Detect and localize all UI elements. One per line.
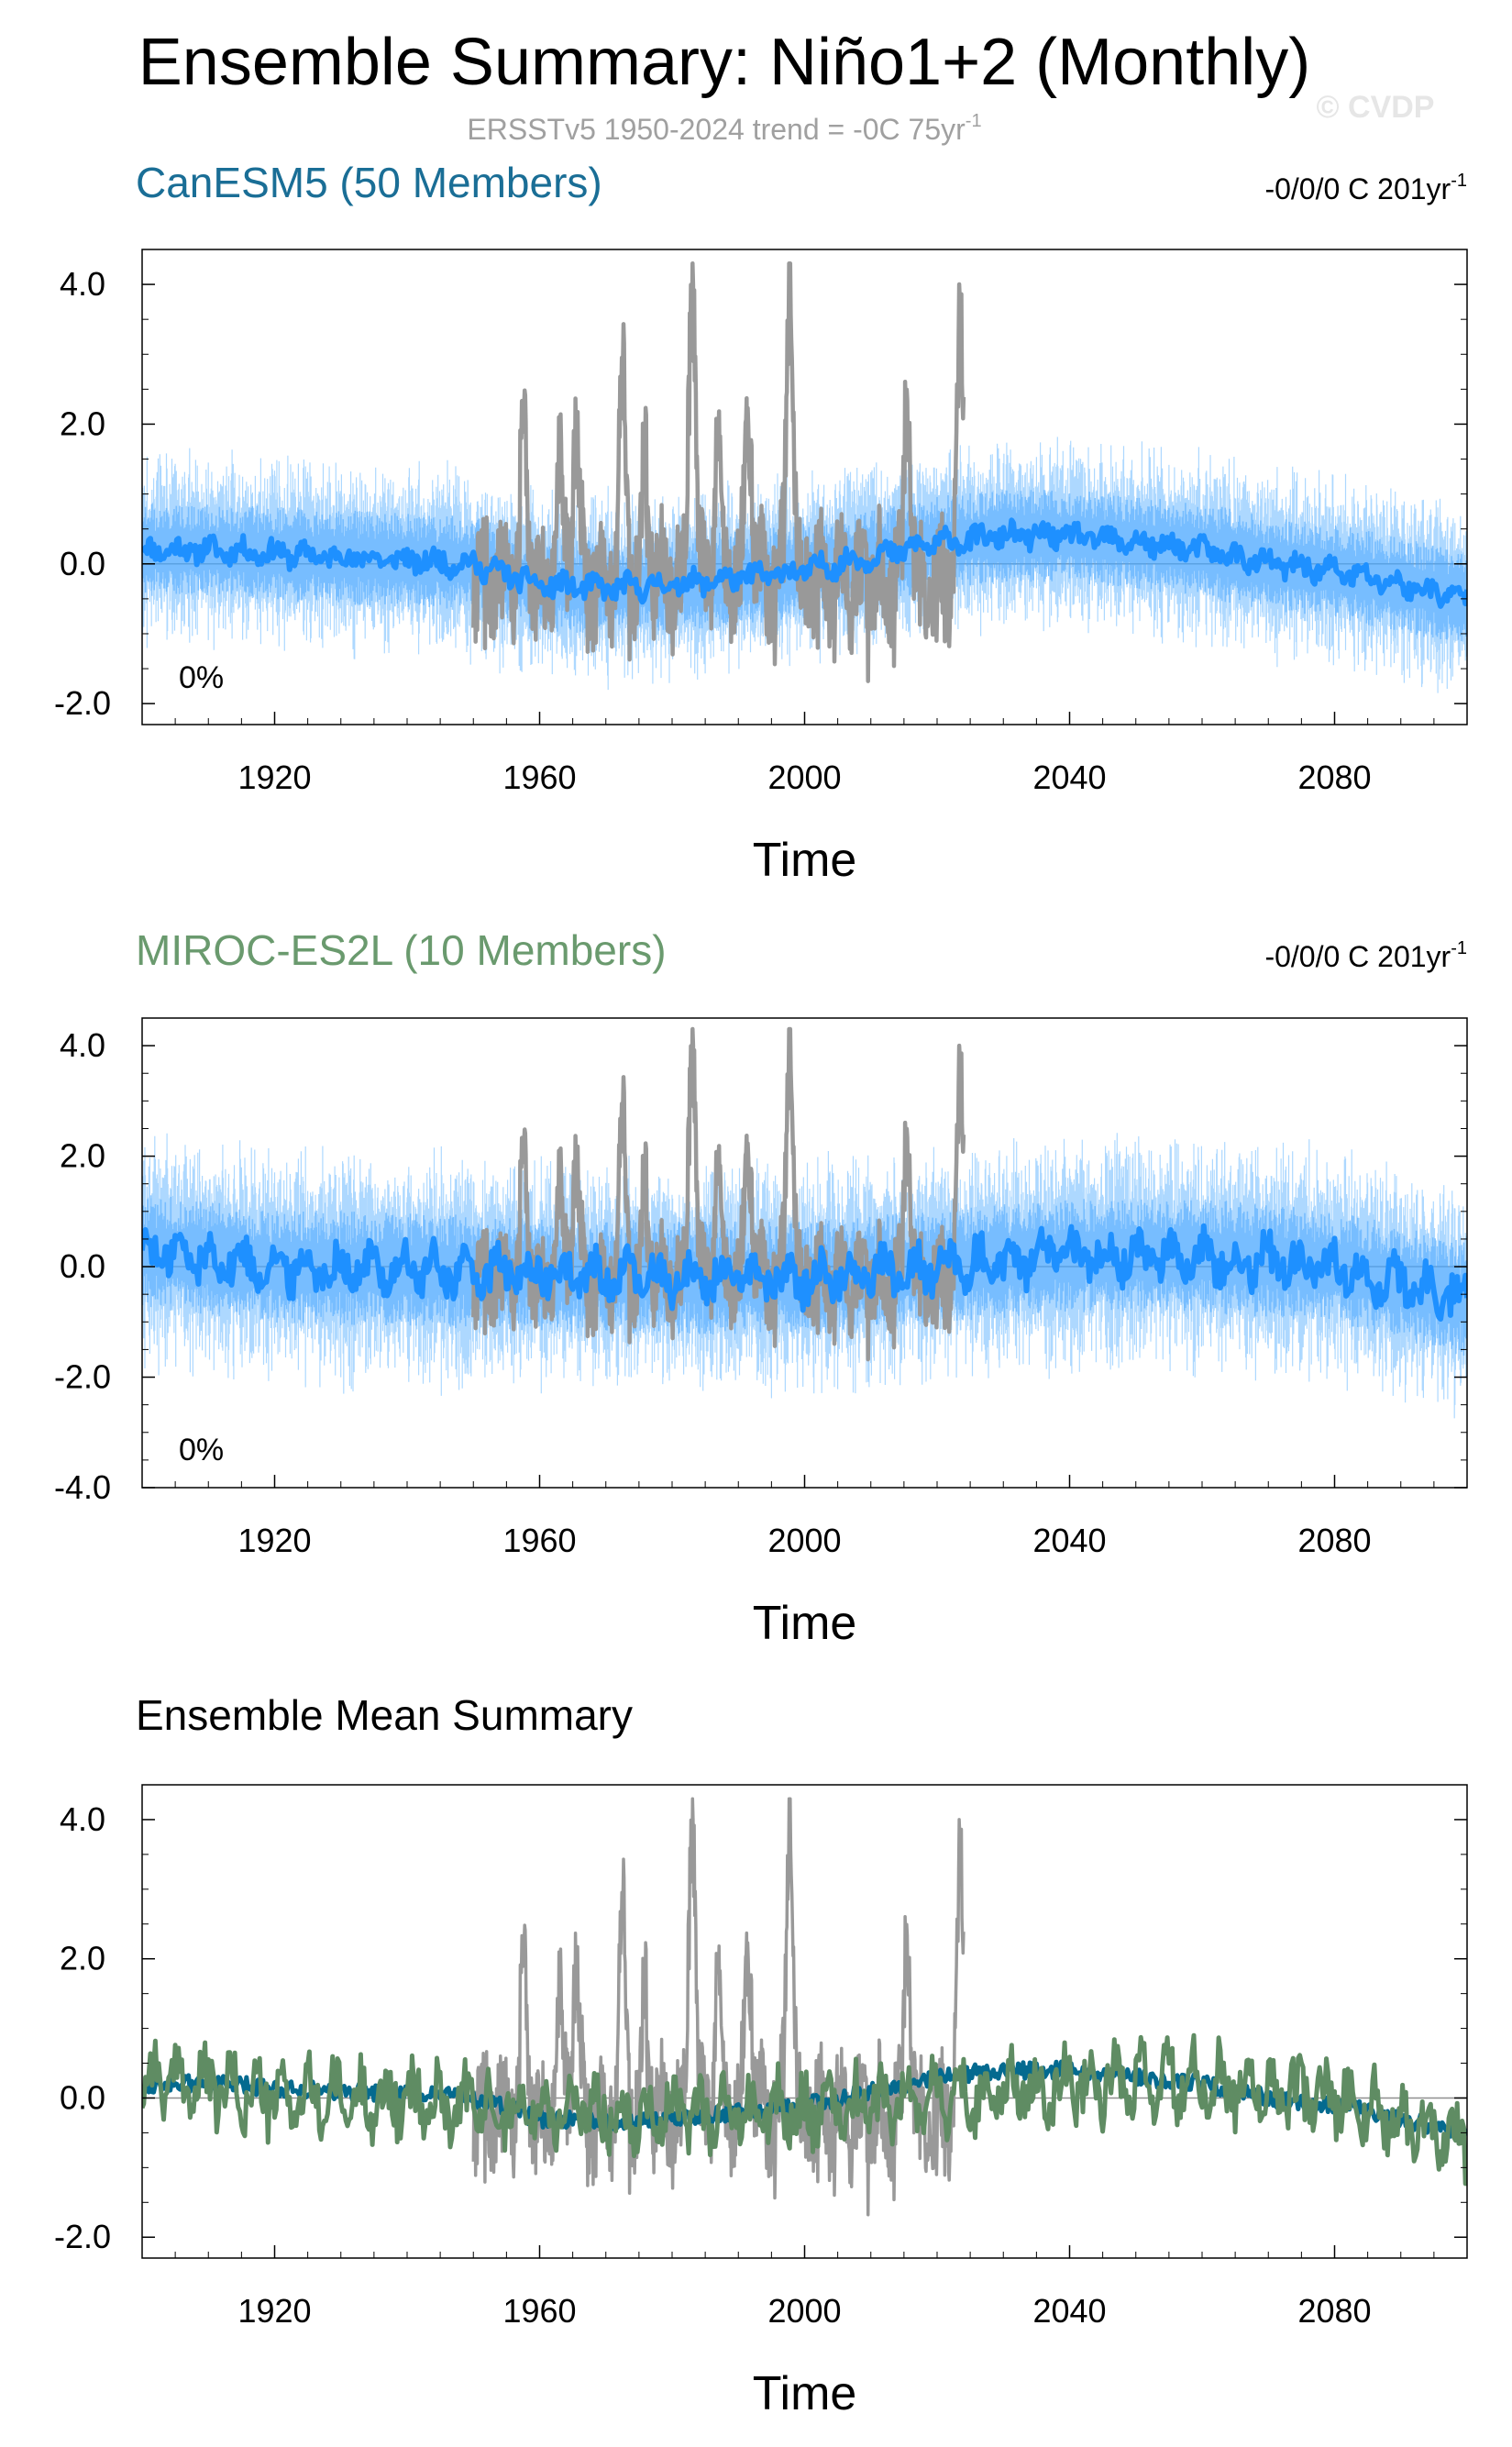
x-tick-label: 1920	[237, 2292, 311, 2330]
x-axis-label: Time	[753, 834, 857, 887]
plot-area	[142, 1026, 1467, 1419]
plot-area	[142, 1797, 1467, 2217]
panel-canesm5: CanESM5 (50 Members) -0/0/0 C 201yr-1 -2.0…	[54, 159, 1468, 887]
panel-title: Ensemble Mean Summary	[136, 1691, 633, 1739]
ensemble-mean-line	[142, 1223, 1467, 1322]
trend-label: -0/0/0 C 201yr-1	[1264, 938, 1467, 973]
trend-superscript: -1	[1451, 171, 1467, 191]
x-tick-label: 1920	[237, 758, 311, 796]
x-tick-label: 2080	[1297, 1522, 1371, 1559]
x-tick-label: 2000	[767, 1522, 841, 1559]
percent-label: 0%	[179, 1433, 224, 1467]
x-tick-label: 2080	[1297, 2292, 1371, 2330]
percent-label: 0%	[179, 660, 224, 695]
y-tick-label: 4.0	[60, 1026, 105, 1064]
x-tick-label: 1960	[502, 1522, 576, 1559]
observed-series-line	[471, 260, 966, 683]
observed-series-line	[471, 1026, 966, 1362]
trend-label: -0/0/0 C 201yr-1	[1264, 171, 1467, 205]
figure-title: Ensemble Summary: Niño1+2 (Monthly)	[138, 26, 1311, 99]
subtitle-superscript: -1	[966, 111, 982, 131]
trend-text: -0/0/0 C 201yr	[1264, 940, 1451, 973]
y-tick-label: -2.0	[54, 2218, 111, 2255]
panel-ensemble-mean-summary: Ensemble Mean Summary -2.0 0.0 2.0 4.0 1920 19…	[54, 1691, 1468, 2420]
x-tick-label: 2040	[1032, 1522, 1106, 1559]
y-tick-label: 2.0	[60, 1137, 105, 1175]
x-tick-label: 1960	[502, 758, 576, 796]
x-tick-label: 2000	[767, 2292, 841, 2330]
plot-area	[142, 260, 1467, 693]
x-axis-label: Time	[753, 2367, 857, 2420]
y-tick-label: 0.0	[60, 1247, 105, 1285]
miroc-es2l-mean-line	[142, 2032, 1467, 2187]
y-tick-label: -2.0	[54, 1358, 111, 1396]
y-tick-label: 2.0	[60, 404, 105, 442]
y-tick-label: 0.0	[60, 2078, 105, 2116]
figure-subtitle: ERSSTv5 1950-2024 trend = -0C 75yr-1	[467, 111, 981, 146]
panel-title: MIROC-ES2L (10 Members)	[136, 926, 667, 974]
x-tick-label: 2000	[767, 758, 841, 796]
y-tick-label: -2.0	[54, 684, 111, 722]
subtitle-text: ERSSTv5 1950-2024 trend = -0C 75yr	[467, 113, 966, 146]
y-tick-label: 4.0	[60, 1800, 105, 1838]
plot-frame	[141, 1784, 1468, 2259]
x-tick-label: 1920	[237, 1522, 311, 1559]
panel-title: CanESM5 (50 Members)	[136, 159, 602, 206]
x-tick-label: 1960	[502, 2292, 576, 2330]
x-tick-label: 2040	[1032, 2292, 1106, 2330]
y-tick-label: 2.0	[60, 1940, 105, 1977]
y-tick-label: 0.0	[60, 545, 105, 582]
y-tick-label: 4.0	[60, 265, 105, 303]
ensemble-mean-line	[142, 517, 1467, 609]
x-tick-label: 2040	[1032, 758, 1106, 796]
panel-miroc-es2l: MIROC-ES2L (10 Members) -0/0/0 C 201yr-1-…	[54, 926, 1468, 1650]
plot-frame	[141, 249, 1468, 725]
x-tick-label: 2080	[1297, 758, 1371, 796]
trend-text: -0/0/0 C 201yr	[1264, 172, 1451, 205]
cvdp-watermark: © CVDP	[1317, 90, 1435, 125]
observed-series-line	[471, 1797, 966, 2217]
x-axis-label: Time	[753, 1597, 857, 1650]
y-tick-label: -4.0	[54, 1468, 111, 1506]
trend-superscript: -1	[1451, 938, 1467, 958]
